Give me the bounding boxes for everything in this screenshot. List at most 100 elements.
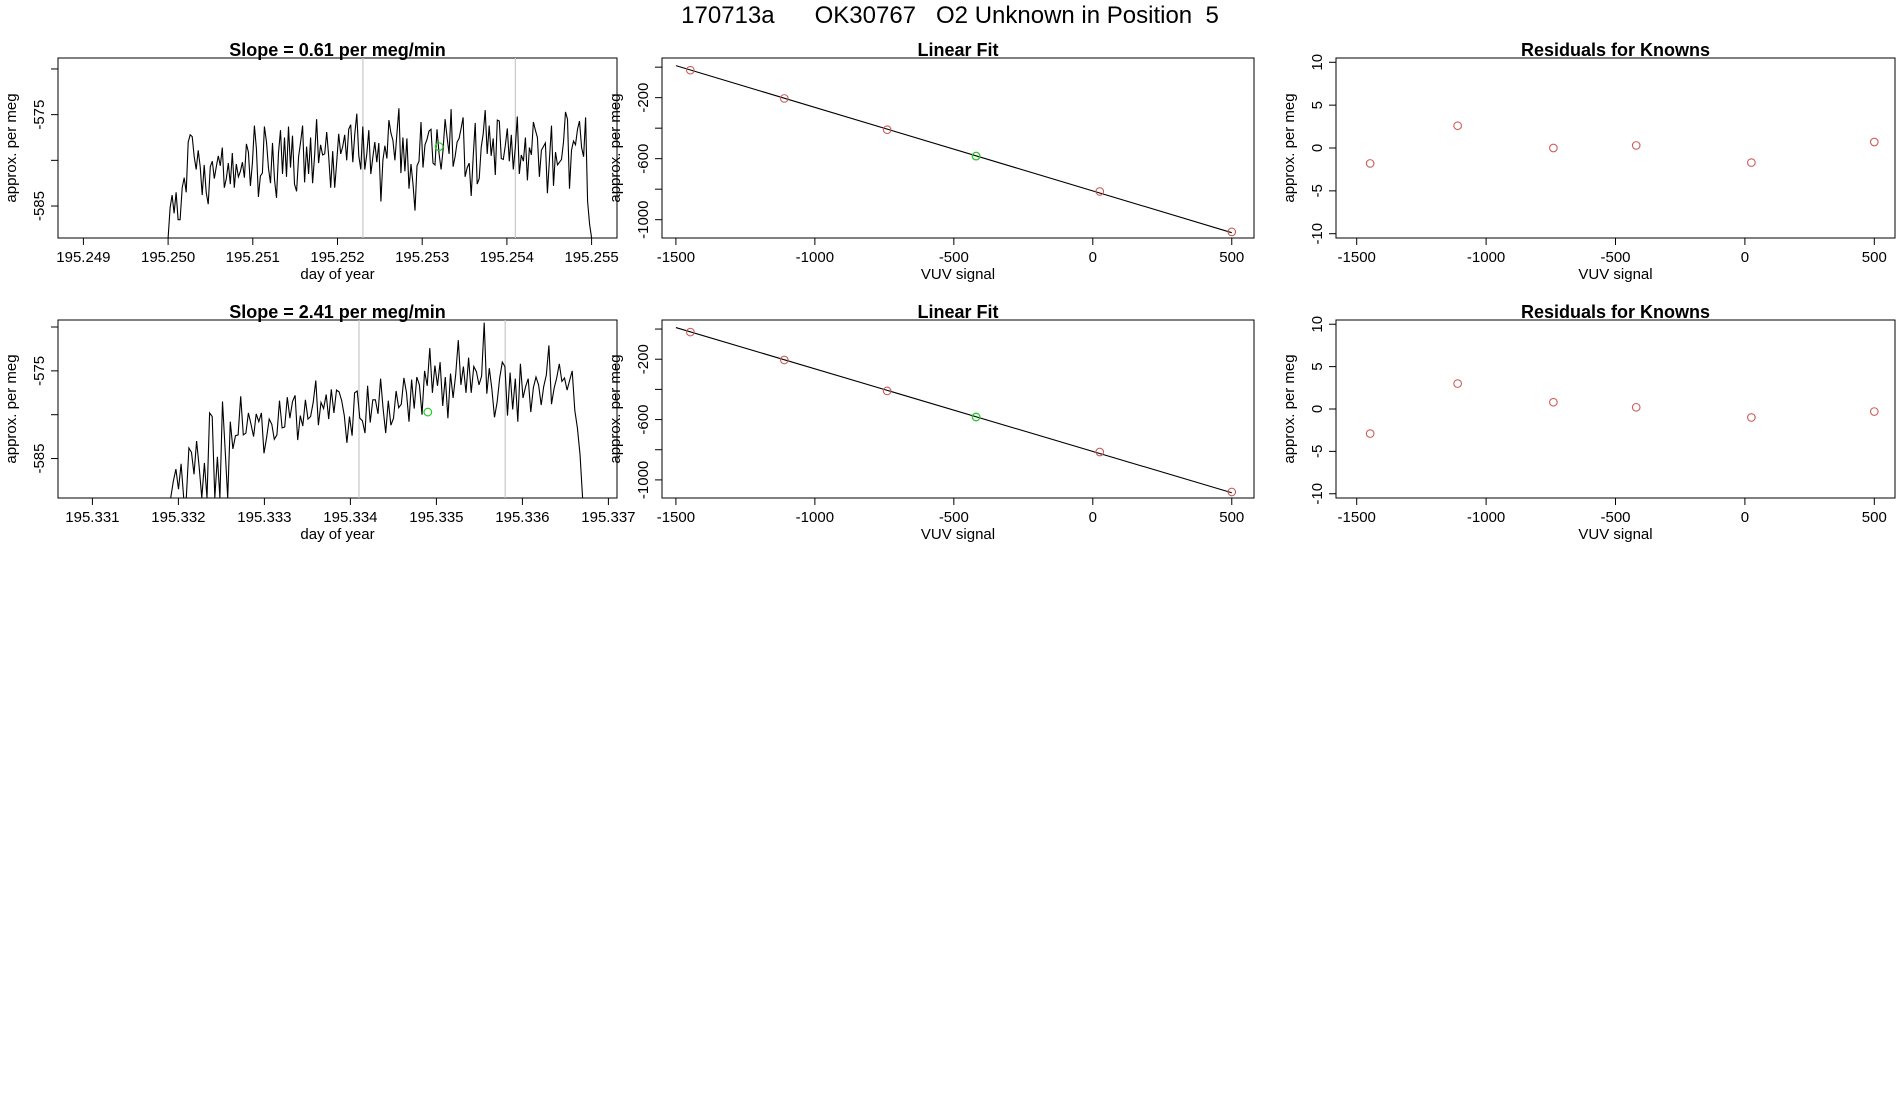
y-tick-label: -1000: [635, 461, 652, 499]
x-axis-label: day of year: [300, 526, 374, 543]
panel-ts2: Slope = 2.41 per meg/min 195.331 195.332 19…: [3, 302, 636, 543]
x-tick-label: 500: [1219, 249, 1244, 266]
x-tick-label: 195.250: [141, 249, 195, 266]
y-tick-label: -5: [1309, 445, 1326, 458]
panel-fit2: Linear Fit -1500 -1000 -500 0 500 VUV signal -1…: [607, 302, 1255, 543]
known-point: [779, 94, 789, 103]
x-tick-label: -1500: [657, 249, 695, 266]
y-tick-label: -200: [635, 83, 652, 113]
plot-frame: [661, 57, 1255, 239]
residual-point: [1869, 137, 1879, 147]
x-tick-label: 195.336: [495, 509, 549, 526]
x-tick-label: 195.252: [310, 249, 364, 266]
x-tick-label: 500: [1219, 509, 1244, 526]
y-tick-label: -575: [31, 100, 48, 130]
y-axis-label: approx. per meg: [3, 93, 20, 202]
plot-frame: [1335, 57, 1896, 239]
y-tick-label: -585: [31, 444, 48, 474]
y-tick-label: -575: [31, 356, 48, 386]
x-tick-label: -500: [939, 509, 969, 526]
residual-point: [1365, 429, 1375, 438]
x-axis-label: day of year: [300, 266, 374, 283]
x-tick-label: -1500: [1338, 509, 1376, 526]
residual-point: [1549, 143, 1558, 153]
known-point: [685, 65, 695, 75]
residual-point: [1631, 402, 1641, 412]
plot-frame: [1335, 319, 1896, 499]
y-tick-label: -600: [635, 405, 652, 435]
residual-point: [1747, 158, 1756, 167]
y-tick-label: 5: [1309, 362, 1326, 370]
known-point: [779, 355, 789, 365]
x-tick-label: -1000: [1467, 509, 1505, 526]
x-tick-label: -1500: [657, 509, 695, 526]
unknown-point: [971, 151, 981, 161]
known-point: [882, 386, 892, 396]
x-tick-label: 0: [1741, 249, 1749, 266]
x-tick-label: 0: [1741, 509, 1749, 526]
known-point: [1095, 447, 1105, 457]
x-tick-label: 195.333: [237, 509, 291, 526]
x-axis-label: VUV signal: [921, 266, 995, 283]
panel-res2: Residuals for Knowns -1500 -1000 -500 0 500 VU…: [1281, 302, 1896, 543]
panel-ts1: Slope = 0.61 per meg/min 195.249 195.250 19…: [3, 40, 619, 283]
y-tick-label: -200: [635, 344, 652, 374]
page-title: 170713a OK30767 O2 Unknown in Position 5: [681, 2, 1219, 29]
x-tick-label: 0: [1089, 509, 1097, 526]
x-tick-label: -1000: [796, 249, 834, 266]
residual-point: [1747, 413, 1756, 422]
x-tick-label: 195.253: [395, 249, 449, 266]
residual-point: [1453, 379, 1462, 388]
unknown-point: [423, 407, 433, 417]
known-point: [1227, 227, 1237, 237]
residual-point: [1453, 121, 1462, 131]
x-axis-label: VUV signal: [921, 526, 995, 543]
plot-frame: [661, 319, 1255, 499]
x-tick-label: 500: [1862, 509, 1887, 526]
x-tick-label: 195.255: [564, 249, 618, 266]
x-tick-label: 195.331: [65, 509, 119, 526]
x-tick-label: 195.251: [226, 249, 280, 266]
series-line: [167, 108, 593, 239]
panel-title: Linear Fit: [917, 302, 998, 322]
x-tick-label: -500: [1600, 249, 1630, 266]
fit-line: [675, 65, 1232, 234]
panel-title: Slope = 2.41 per meg/min: [229, 302, 446, 322]
known-point: [1095, 187, 1105, 196]
y-tick-label: 10: [1309, 54, 1326, 71]
x-axis-label: VUV signal: [1578, 526, 1652, 543]
residual-point: [1869, 407, 1879, 416]
y-axis-label: approx. per meg: [3, 354, 20, 463]
y-tick-label: -1000: [635, 201, 652, 239]
residual-point: [1631, 141, 1641, 150]
unknown-point: [434, 142, 444, 152]
fit-line: [675, 327, 1232, 494]
known-point: [1227, 487, 1237, 497]
known-point: [882, 125, 892, 135]
panel-title: Residuals for Knowns: [1521, 302, 1710, 322]
y-axis-label: approx. per meg: [607, 93, 624, 202]
y-axis-label: approx. per meg: [1281, 354, 1298, 463]
x-tick-label: 195.334: [323, 509, 377, 526]
unknown-point: [971, 412, 981, 422]
residual-point: [1365, 159, 1375, 168]
x-tick-label: 195.335: [409, 509, 463, 526]
y-tick-label: -10: [1309, 483, 1326, 505]
y-tick-label: -600: [635, 144, 652, 174]
x-tick-label: 500: [1862, 249, 1887, 266]
x-tick-label: -1000: [796, 509, 834, 526]
y-tick-label: -5: [1309, 184, 1326, 197]
panel-title: Residuals for Knowns: [1521, 40, 1710, 60]
x-tick-label: -500: [1600, 509, 1630, 526]
x-tick-label: 195.337: [581, 509, 635, 526]
y-tick-label: 10: [1309, 316, 1326, 333]
y-tick-label: 0: [1309, 405, 1326, 413]
y-axis-label: approx. per meg: [607, 354, 624, 463]
x-tick-label: -1500: [1338, 249, 1376, 266]
x-tick-label: -500: [939, 249, 969, 266]
known-point: [685, 327, 695, 337]
y-tick-label: -10: [1309, 223, 1326, 245]
x-tick-label: 195.249: [56, 249, 110, 266]
x-tick-label: 0: [1089, 249, 1097, 266]
